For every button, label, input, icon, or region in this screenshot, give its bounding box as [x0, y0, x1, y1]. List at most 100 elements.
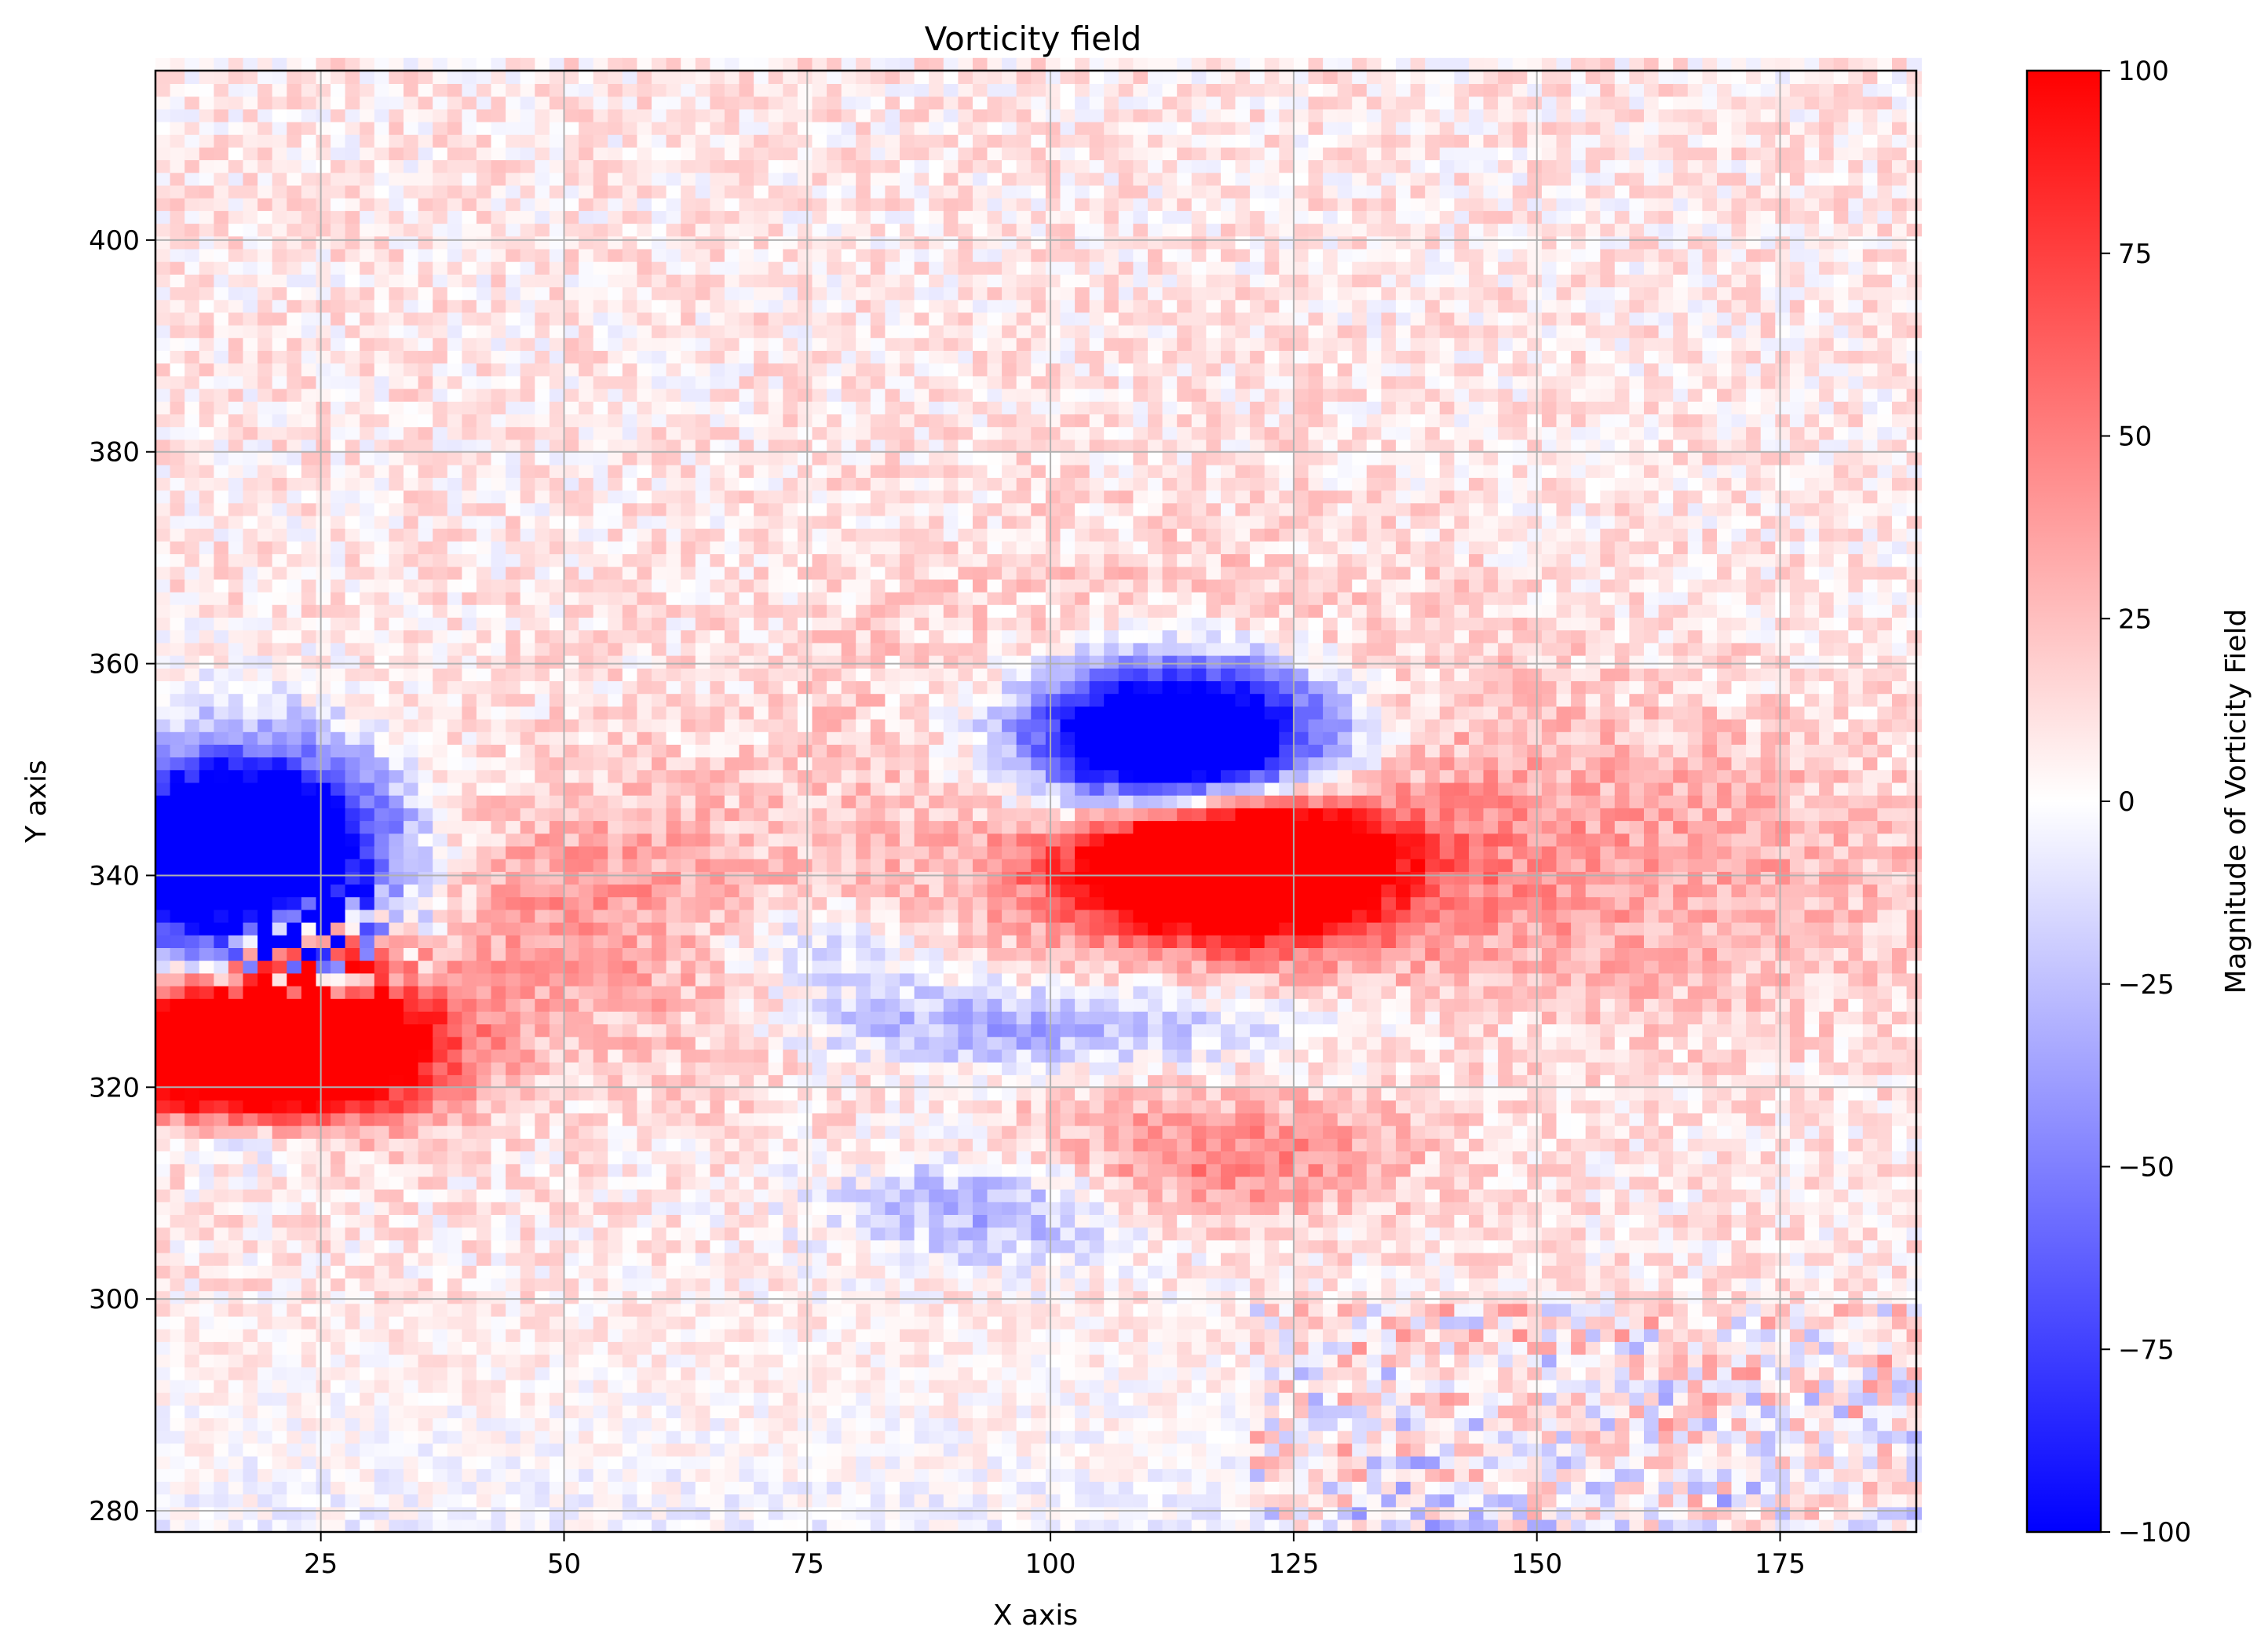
heatmap-cell	[404, 680, 418, 694]
heatmap-cell	[579, 680, 593, 694]
heatmap-cell	[696, 1164, 710, 1177]
heatmap-cell	[550, 922, 564, 936]
heatmap-cell	[287, 274, 301, 287]
heatmap-cell	[418, 884, 433, 897]
heatmap-cell	[433, 693, 447, 706]
heatmap-cell	[593, 1456, 608, 1469]
heatmap-cell	[550, 617, 564, 630]
heatmap-cell	[608, 884, 623, 897]
heatmap-cell	[579, 1290, 593, 1304]
heatmap-cell	[491, 833, 506, 847]
heatmap-cell	[155, 643, 170, 656]
heatmap-cell	[257, 185, 272, 199]
heatmap-cell	[462, 1023, 477, 1037]
heatmap-cell	[257, 871, 272, 885]
heatmap-cell	[316, 1456, 331, 1469]
heatmap-cell	[360, 986, 374, 999]
heatmap-cell	[608, 947, 623, 961]
heatmap-cell	[593, 579, 608, 593]
heatmap-cell	[184, 820, 199, 833]
heatmap-cell	[477, 1227, 491, 1240]
heatmap-cell	[462, 1062, 477, 1075]
heatmap-cell	[228, 998, 243, 1012]
heatmap-cell	[667, 1138, 681, 1151]
heatmap-cell	[462, 325, 477, 338]
heatmap-cell	[374, 1087, 389, 1100]
heatmap-cell	[243, 198, 258, 211]
heatmap-cell	[725, 286, 740, 300]
heatmap-cell	[389, 1481, 404, 1494]
heatmap-cell	[520, 286, 535, 300]
heatmap-cell	[593, 516, 608, 529]
heatmap-cell	[447, 1138, 462, 1151]
heatmap-cell	[374, 1367, 389, 1381]
heatmap-cell	[491, 1392, 506, 1406]
heatmap-cell	[520, 83, 535, 97]
heatmap-cell	[404, 567, 418, 580]
heatmap-cell	[740, 998, 754, 1012]
heatmap-cell	[184, 922, 199, 936]
heatmap-cell	[447, 299, 462, 312]
heatmap-cell	[491, 668, 506, 681]
heatmap-cell	[769, 757, 783, 770]
heatmap-cell	[433, 579, 447, 593]
heatmap-cell	[170, 414, 185, 427]
heatmap-cell	[550, 376, 564, 389]
heatmap-cell	[710, 388, 725, 402]
heatmap-cell	[506, 1164, 520, 1177]
heatmap-cell	[433, 1329, 447, 1342]
heatmap-cell	[740, 1164, 754, 1177]
heatmap-cell	[637, 1443, 652, 1457]
heatmap-cell	[272, 655, 287, 669]
heatmap-cell	[301, 1164, 316, 1177]
heatmap-cell	[535, 198, 550, 211]
heatmap-cell	[506, 261, 520, 275]
heatmap-cell	[155, 1227, 170, 1240]
heatmap-cell	[710, 922, 725, 936]
heatmap-cell	[491, 83, 506, 97]
heatmap-cell	[155, 477, 170, 491]
heatmap-cell	[228, 871, 243, 885]
heatmap-cell	[696, 1125, 710, 1139]
heatmap-cell	[462, 465, 477, 478]
heatmap-cell	[257, 553, 272, 567]
heatmap-cell	[404, 490, 418, 503]
heatmap-cell	[696, 871, 710, 885]
heatmap-cell	[608, 134, 623, 148]
heatmap-cell	[462, 286, 477, 300]
heatmap-cell	[301, 820, 316, 833]
heatmap-cell	[243, 1125, 258, 1139]
heatmap-cell	[477, 1176, 491, 1190]
heatmap-cell	[155, 1380, 170, 1393]
heatmap-cell	[257, 567, 272, 580]
heatmap-cell	[754, 350, 769, 363]
heatmap-cell	[360, 312, 374, 326]
heatmap-cell	[710, 83, 725, 97]
heatmap-cell	[170, 1240, 185, 1253]
heatmap-cell	[740, 236, 754, 250]
heatmap-cell	[345, 680, 360, 694]
heatmap-cell	[710, 1431, 725, 1444]
heatmap-cell	[243, 1494, 258, 1507]
heatmap-cell	[228, 910, 243, 923]
heatmap-cell	[754, 71, 769, 84]
heatmap-cell	[652, 998, 667, 1012]
heatmap-cell	[418, 426, 433, 440]
heatmap-cell	[725, 846, 740, 859]
heatmap-cell	[535, 567, 550, 580]
heatmap-cell	[506, 465, 520, 478]
heatmap-cell	[374, 261, 389, 275]
heatmap-cell	[287, 1443, 301, 1457]
heatmap-cell	[564, 299, 579, 312]
heatmap-cell	[520, 1290, 535, 1304]
heatmap-cell	[754, 312, 769, 326]
heatmap-cell	[404, 1367, 418, 1381]
heatmap-cell	[579, 1214, 593, 1227]
heatmap-cell	[199, 1265, 214, 1278]
heatmap-cell	[374, 147, 389, 160]
heatmap-cell	[418, 1468, 433, 1482]
heatmap-cell	[316, 223, 331, 236]
heatmap-cell	[345, 833, 360, 847]
heatmap-cell	[535, 706, 550, 720]
heatmap-cell	[418, 680, 433, 694]
